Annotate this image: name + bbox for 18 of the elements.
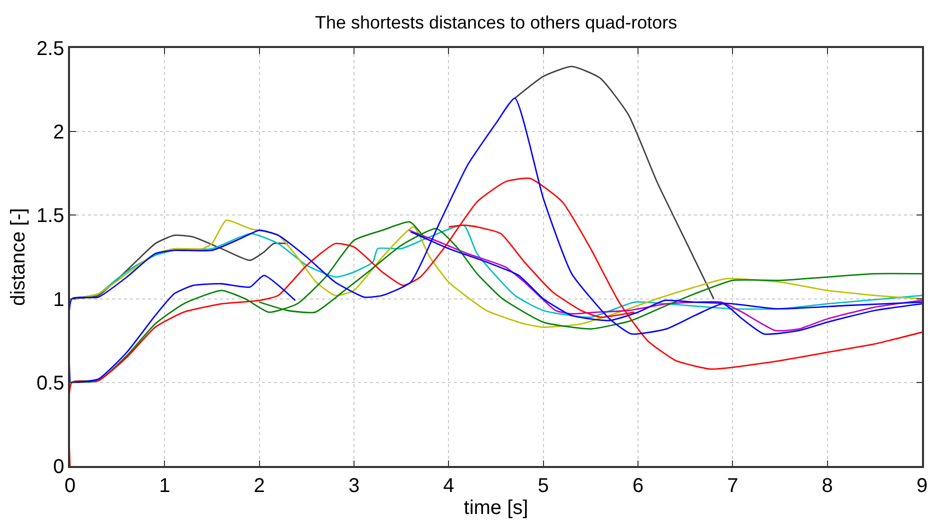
x-tick-label: 1 bbox=[159, 474, 170, 497]
x-tick-label: 2 bbox=[254, 474, 265, 497]
chart-title: The shortests distances to others quad-rotors bbox=[314, 12, 678, 32]
y-tick-label: 1 bbox=[53, 288, 64, 311]
x-tick-label: 6 bbox=[632, 474, 644, 497]
x-tick-label: 3 bbox=[348, 474, 360, 497]
y-tick-label: 0 bbox=[53, 456, 64, 478]
x-tick-label: 9 bbox=[916, 474, 928, 497]
x-tick-label: 8 bbox=[822, 474, 833, 497]
y-tick-label: 1.5 bbox=[36, 205, 64, 228]
x-tick-label: 4 bbox=[443, 474, 454, 497]
y-tick-label: 2 bbox=[53, 122, 64, 144]
y-axis-title: distance [-] bbox=[7, 208, 30, 306]
y-tick-label: 0.5 bbox=[36, 372, 64, 394]
x-axis-title: time [s] bbox=[464, 496, 528, 519]
y-tick-label: 2.5 bbox=[36, 38, 64, 60]
x-tick-label: 7 bbox=[727, 474, 738, 497]
x-tick-label: 5 bbox=[538, 474, 549, 497]
